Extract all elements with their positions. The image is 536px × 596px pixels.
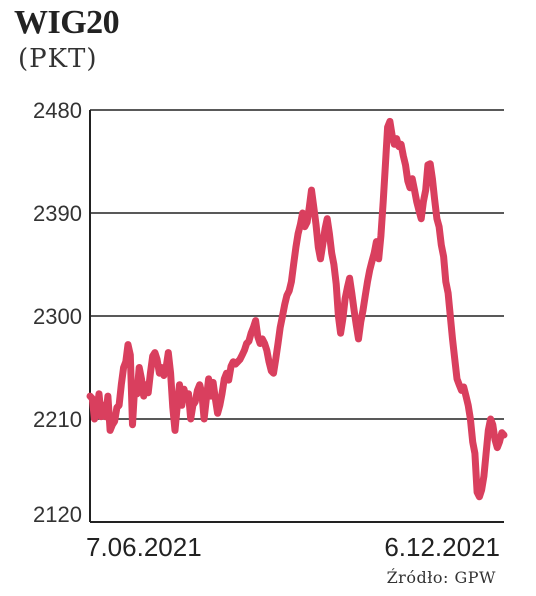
x-tick-label-end: 6.12.2021 bbox=[384, 532, 500, 562]
y-tick-label-2120: 2120 bbox=[33, 502, 82, 527]
source-note: Źródło: GPW bbox=[386, 568, 496, 587]
y-tick-label-2300: 2300 bbox=[33, 304, 82, 329]
chart-title: WIG20 bbox=[14, 4, 120, 41]
x-tick-label-start: 7.06.2021 bbox=[86, 532, 202, 562]
chart-subtitle: (PKT) bbox=[18, 44, 98, 74]
series-line-wig20 bbox=[86, 117, 508, 501]
y-tick-label-2390: 2390 bbox=[33, 201, 82, 226]
y-tick-label-2480: 2480 bbox=[33, 98, 82, 123]
y-tick-labels: 2120 2210 2300 2390 2480 bbox=[33, 98, 82, 527]
y-tick-label-2210: 2210 bbox=[33, 407, 82, 432]
